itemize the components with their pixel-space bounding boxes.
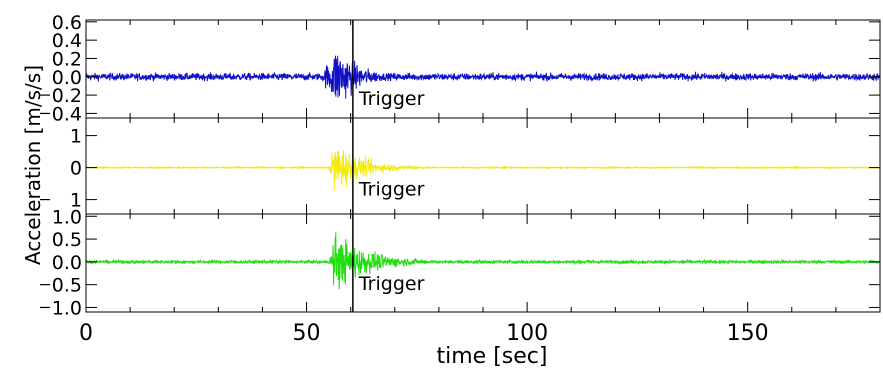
y-tick-label-top: 0.4 (52, 30, 82, 52)
y-tick-label-bottom: 0.5 (52, 229, 82, 251)
panel-middle: Trigger 1 0 1 (40, 117, 881, 215)
panel-frame-middle (85, 117, 881, 215)
x-tick-label: 50 (293, 321, 321, 346)
trigger-label-top: Trigger (358, 88, 425, 110)
y-tick-label-middle: 1 (70, 190, 82, 212)
panel-frame-top (85, 19, 881, 119)
y-tick-label-top: 0.2 (52, 48, 82, 70)
panels-layer: Trigger0.60.40.20.00.20.4Trigger101Trigg… (40, 12, 881, 319)
x-tick-labels: 0 50 100 150 (79, 321, 769, 346)
x-tick-label: 150 (727, 321, 769, 346)
series-line-top (85, 55, 881, 99)
series-line-middle (85, 150, 881, 191)
y-tick-label-top: 0.4 (52, 103, 82, 125)
y-axis-label: Acceleration [m/s/s] (21, 65, 45, 265)
y-tick-label-bottom: 0.0 (52, 252, 82, 274)
x-tick-label: 100 (506, 321, 548, 346)
y-tick-label-top: 0.2 (52, 85, 82, 107)
x-tick-label: 0 (79, 321, 93, 346)
y-tick-label-bottom: 1.0 (52, 206, 82, 228)
y-tick-label-top: 0.6 (52, 12, 82, 34)
y-tick-label-middle: 0 (70, 158, 82, 180)
trigger-label-bottom: Trigger (358, 273, 425, 295)
y-tick-label-middle: 1 (70, 126, 82, 148)
y-tick-label-bottom: 0.5 (52, 275, 82, 297)
x-axis-label: time [sec] (437, 344, 548, 369)
y-tick-label-bottom: 1.0 (52, 297, 82, 319)
series-line-bottom (85, 231, 881, 290)
y-tick-label-top: 0.0 (52, 67, 82, 89)
trigger-label-middle: Trigger (358, 179, 425, 201)
